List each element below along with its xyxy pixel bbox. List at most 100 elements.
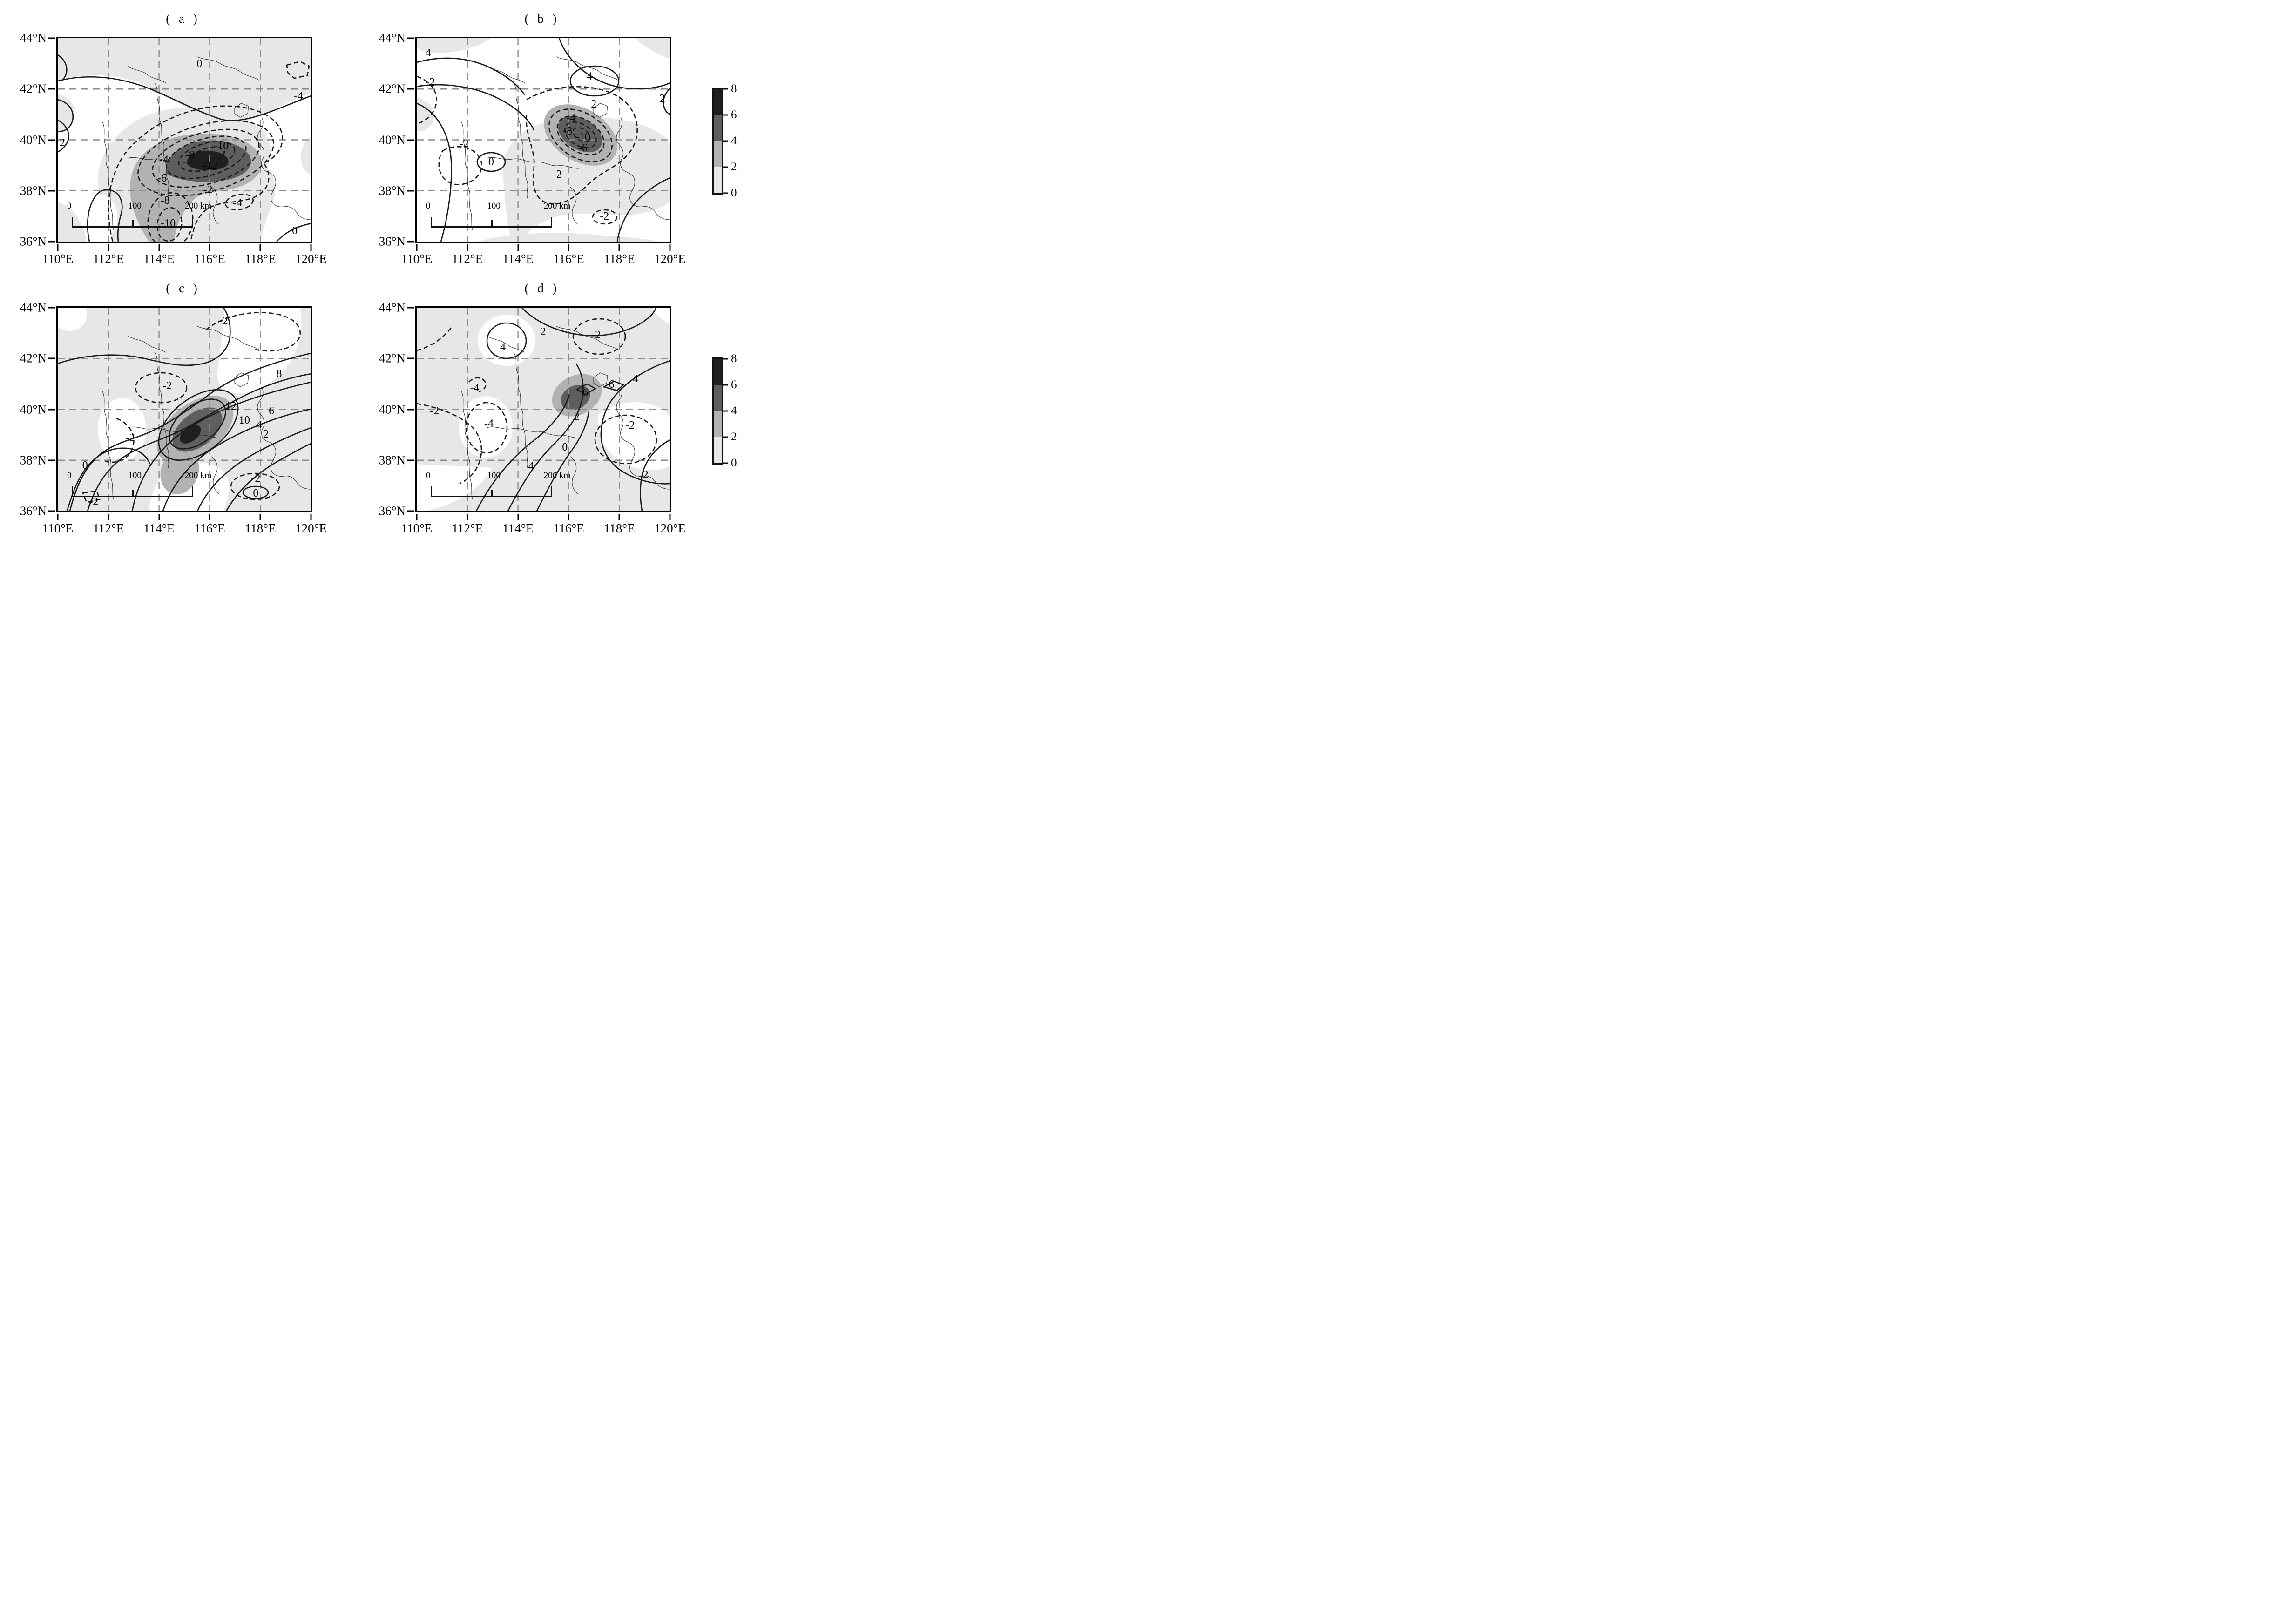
x-tick-label: 116°E (553, 252, 584, 266)
x-tick-label: 120°E (295, 521, 327, 535)
y-tick-label: 38°N (20, 453, 47, 467)
colorbar-tick-label: 8 (731, 82, 737, 95)
colorbar-tick-label: 2 (731, 431, 737, 443)
scale-bar-label-100: 100 (128, 470, 142, 480)
contour-label: 2 (574, 411, 580, 423)
x-tick-label: 118°E (603, 521, 635, 535)
colorbar-bottom: 8 6 4 2 0 (712, 352, 737, 469)
contour-label: 0 (292, 225, 298, 237)
y-tick-label: 38°N (379, 453, 406, 467)
x-tick-label: 116°E (553, 521, 584, 535)
x-tick-label: 114°E (502, 252, 534, 266)
x-tick-label: 114°E (502, 521, 534, 535)
colorbar-tick-label: 6 (731, 108, 737, 121)
y-tick-label: 42°N (20, 81, 47, 96)
contour-label: 4 (587, 70, 593, 82)
y-tick-label: 42°N (379, 351, 406, 365)
colorbar-top: 8 6 4 2 0 (712, 82, 737, 199)
x-tick-label: 110°E (42, 521, 74, 535)
contour-label: 6 (582, 386, 589, 399)
y-tick-label: 40°N (379, 402, 406, 416)
figure-canvas: ( a ) (0, 0, 758, 541)
y-tick-mark (407, 88, 414, 90)
colorbar-tick-label: 0 (731, 457, 737, 469)
panel-b: ( b ) (379, 12, 686, 266)
y-tick-mark (48, 241, 55, 243)
y-tick-label: 42°N (20, 351, 47, 365)
colorbar-segment (714, 385, 722, 411)
contour-label: 10 (238, 414, 250, 427)
y-tick-label: 36°N (379, 504, 406, 518)
x-tick-label: 110°E (42, 252, 74, 266)
y-tick-mark (407, 37, 414, 39)
y-tick-mark (407, 459, 414, 461)
x-tick-mark (209, 244, 210, 251)
y-tick-label: 38°N (379, 183, 406, 198)
panel-c-plot: -2 -2 8 12 10 6 4 2 -2 0 -2 0 -2 110°E 112°E 114°E 116°… (20, 301, 327, 536)
x-tick-mark (158, 244, 160, 251)
contour-label: -2 (426, 76, 435, 89)
x-tick-mark (57, 514, 59, 520)
contour-label: -2 (625, 419, 635, 431)
colorbar-tick-mark (722, 436, 728, 438)
x-tick-mark (618, 514, 620, 520)
x-tick-label: 114°E (143, 252, 175, 266)
colorbar-segment (714, 411, 722, 437)
scale-bar-label-100: 100 (487, 470, 501, 480)
colorbar-tick-label: 2 (731, 161, 737, 173)
y-tick-mark (407, 190, 414, 192)
scale-bar-label-200km: 200 km (543, 201, 571, 211)
y-tick-mark (48, 510, 55, 512)
x-tick-mark (416, 244, 418, 251)
colorbar-segment (714, 115, 722, 141)
scale-bar-bracket (71, 486, 194, 497)
colorbar-tick-mark (722, 358, 728, 360)
y-tick-mark (407, 357, 414, 359)
colorbar-segment (714, 437, 722, 463)
panel-d-scale-bar: 0 100 200 km (426, 470, 570, 507)
x-tick-mark (618, 244, 620, 251)
y-tick-mark (407, 307, 414, 309)
colorbar-tick-mark (722, 384, 728, 386)
colorbar-tick-mark (722, 192, 728, 194)
x-tick-mark (568, 514, 569, 520)
colorbar-tick-mark (722, 410, 728, 412)
panel-a-plot: 0 -4 2 -4 -8 -10 -12 -6 -8 -2 -4 -10 0 110°E 112°E 114… (20, 31, 327, 266)
x-tick-label: 116°E (194, 521, 225, 535)
panel-c: ( c ) (20, 281, 327, 536)
x-tick-mark (467, 514, 468, 520)
colorbar-segment (714, 167, 722, 193)
x-tick-mark (158, 514, 160, 520)
y-tick-label: 44°N (20, 300, 47, 315)
x-tick-mark (568, 244, 569, 251)
x-tick-mark (669, 244, 671, 251)
contour-label: 12 (225, 400, 237, 412)
contour-label: -8 (160, 195, 170, 207)
contour-label: 0 (82, 459, 88, 472)
y-tick-mark (407, 409, 414, 410)
x-tick-mark (310, 514, 312, 520)
x-tick-mark (669, 514, 671, 520)
scale-bar-label-0: 0 (67, 201, 72, 211)
panel-d: ( d ) (379, 281, 686, 535)
scale-bar-label-0: 0 (67, 470, 72, 480)
panel-a-scale-bar: 0 100 200 km (67, 201, 211, 238)
contour-label: -2 (162, 379, 172, 392)
contour-label: 8 (276, 368, 282, 380)
panel-c-scale-bar: 0 100 200 km (67, 470, 211, 507)
y-tick-label: 40°N (379, 133, 406, 147)
scale-bar-label-100: 100 (487, 201, 501, 211)
colorbar-tick-label: 8 (731, 352, 737, 365)
contour-label: -2 (251, 472, 261, 485)
colorbar-tick-label: 4 (731, 135, 737, 147)
panel-a-title: ( a ) (166, 12, 200, 26)
y-tick-label: 36°N (20, 234, 47, 249)
panel-d-title: ( d ) (524, 281, 560, 295)
contour-label: -2 (552, 168, 562, 181)
x-tick-mark (517, 244, 519, 251)
x-tick-mark (517, 514, 519, 520)
colorbar-tick-mark (722, 88, 728, 90)
contour-label: -2 (89, 496, 99, 508)
contour-label: 0 (253, 487, 259, 499)
contour-label: -4 (566, 112, 576, 125)
